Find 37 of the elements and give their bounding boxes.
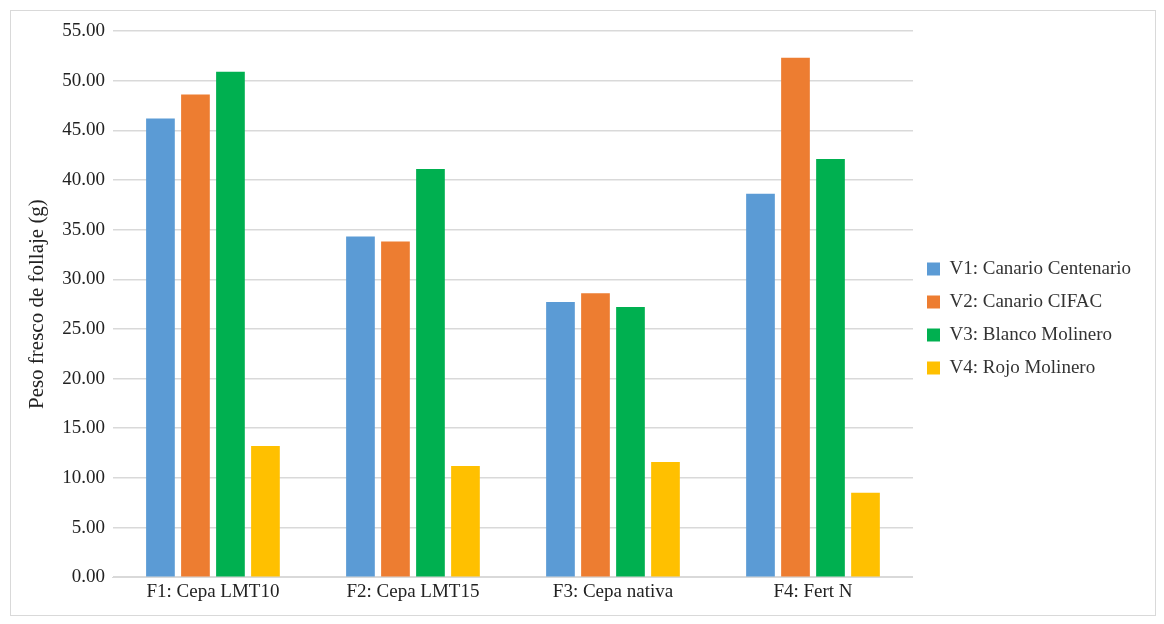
bar bbox=[546, 302, 575, 577]
y-tick-label: 40.00 bbox=[62, 167, 105, 189]
bar bbox=[346, 236, 375, 577]
y-tick-label: 55.00 bbox=[62, 18, 105, 40]
y-tick-label: 30.00 bbox=[62, 267, 105, 289]
x-tick-label: F3: Cepa nativa bbox=[552, 579, 674, 601]
legend-label: V4: Rojo Molinero bbox=[949, 355, 1096, 377]
x-tick-label: F4: Fert N bbox=[773, 579, 853, 601]
bar bbox=[181, 94, 210, 577]
bar bbox=[146, 118, 175, 577]
bar bbox=[416, 169, 445, 577]
y-tick-label: 35.00 bbox=[62, 217, 105, 239]
y-tick-label: 20.00 bbox=[62, 366, 105, 388]
y-tick-label: 45.00 bbox=[62, 118, 105, 140]
bar bbox=[746, 193, 775, 577]
bar bbox=[851, 492, 880, 577]
legend-label: V1: Canario Centenario bbox=[949, 256, 1132, 278]
bar bbox=[581, 293, 610, 577]
x-tick-label: F2: Cepa LMT15 bbox=[346, 579, 480, 601]
y-tick-label: 25.00 bbox=[62, 316, 105, 338]
bar bbox=[216, 71, 245, 577]
bar bbox=[451, 465, 480, 577]
y-tick-label: 5.00 bbox=[71, 515, 105, 537]
legend-label: V2: Canario CIFAC bbox=[949, 289, 1103, 311]
legend-label: V3: Blanco Molinero bbox=[949, 322, 1113, 344]
y-tick-label: 15.00 bbox=[62, 416, 105, 438]
bar bbox=[816, 159, 845, 577]
y-axis-title: Peso fresco de follaje (g) bbox=[24, 199, 49, 410]
y-tick-label: 0.00 bbox=[71, 565, 105, 587]
bar bbox=[651, 462, 680, 577]
y-tick-label: 10.00 bbox=[62, 465, 105, 487]
bar bbox=[616, 307, 645, 577]
x-tick-label: F1: Cepa LMT10 bbox=[146, 579, 280, 601]
y-tick-label: 50.00 bbox=[62, 68, 105, 90]
bar bbox=[251, 446, 280, 577]
bar bbox=[781, 57, 810, 577]
bar bbox=[381, 241, 410, 577]
